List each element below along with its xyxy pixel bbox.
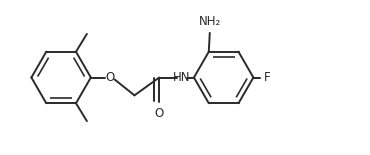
- Text: HN: HN: [173, 71, 190, 84]
- Text: F: F: [264, 71, 271, 84]
- Text: O: O: [155, 107, 164, 120]
- Text: O: O: [105, 71, 114, 84]
- Text: NH₂: NH₂: [199, 15, 221, 28]
